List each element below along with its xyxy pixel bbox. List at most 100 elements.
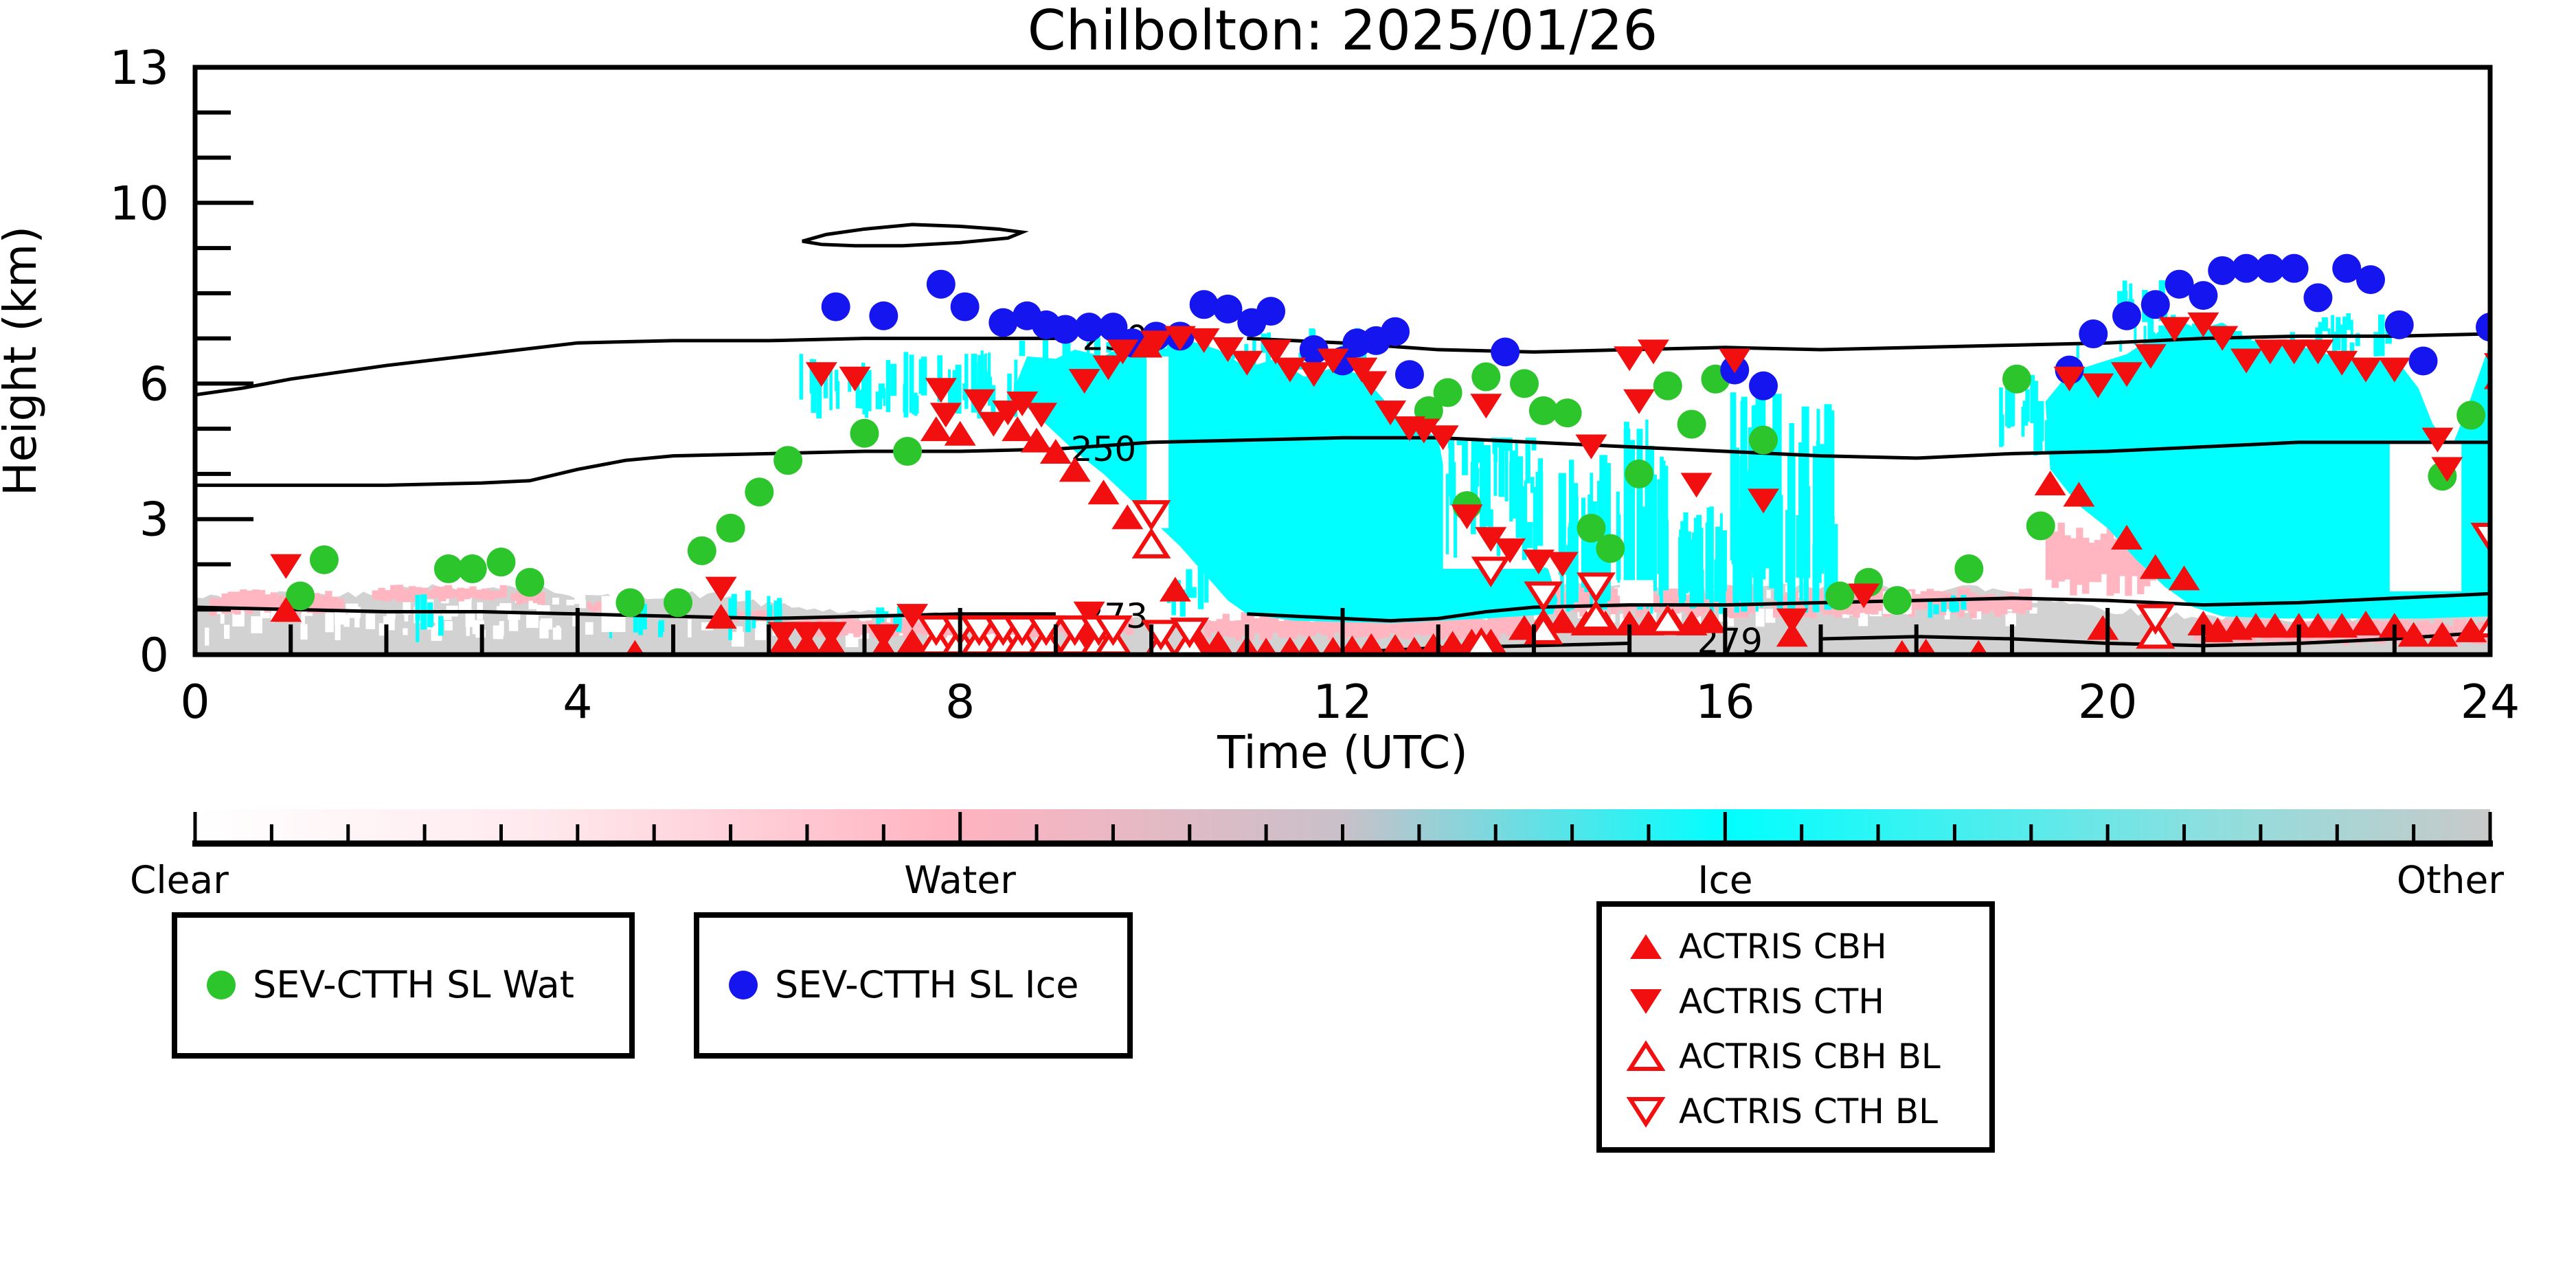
texture-ice-streak [1497,438,1501,448]
marker-circle [1213,294,1243,324]
texture-speckle [335,610,346,625]
marker-triangle-up [1255,637,1277,655]
region-clear-hole [1620,580,1653,605]
marker-triangle-up [944,420,976,446]
marker-circle [821,292,850,321]
marker-triangle-up [1382,634,1409,655]
marker-triangle-down [2082,373,2114,398]
texture-speckle [585,622,594,635]
series-actris-cth-bl [916,500,2490,651]
marker-circle [2140,290,2170,319]
marker-circle [286,581,315,611]
contour-line-230 [195,332,2490,397]
marker-triangle-up [2063,482,2095,507]
marker-triangle-down-open [1626,1097,1666,1128]
texture-speckle [688,619,692,637]
marker-circle [486,547,516,577]
texture-ice-streak [1515,466,1523,539]
marker-triangle-down [1164,326,1196,351]
texture-ice-streak [1510,466,1514,516]
marker-triangle-down [1212,337,1244,363]
marker-circle [1098,313,1128,342]
legend-label-actris-cth: ACTRIS CTH [1679,982,1884,1021]
texture-speckle [354,608,360,628]
texture-speckle [1008,629,1016,644]
x-tick-label: 4 [563,675,592,730]
marker-triangle-down-open [2470,523,2490,554]
marker-triangle-up [1021,427,1053,453]
marker-triangle-up [1340,635,1365,655]
marker-triangle-down [2302,339,2334,365]
colorbar-label-ice: Ice [1697,858,1752,902]
marker-circle [1074,313,1104,342]
marker-triangle-down-open [1576,572,1616,603]
legend-label-actris-cbh: ACTRIS CBH [1679,927,1887,967]
marker-triangle-up [270,597,302,622]
texture-ice-streak [1530,477,1535,493]
marker-circle [457,554,487,584]
marker-triangle-down [1107,339,1139,365]
marker-triangle-up [1203,631,1234,655]
texture-speckle [552,627,562,640]
marker-triangle-down [1546,552,1579,577]
texture-ice-streak [1533,487,1538,565]
marker-triangle-down [1427,425,1459,451]
marker-circle [2355,265,2385,295]
marker-triangle-up [1111,504,1144,530]
marker-circle [950,292,980,321]
marker-circle [1256,297,1286,326]
texture-speckle [1755,609,1765,627]
marker-triangle-down [1317,348,1349,374]
marker-triangle-down [2326,350,2358,376]
marker-triangle-up [1403,637,1426,655]
texture-ice-streak [1454,511,1458,558]
marker-circle [1050,315,1080,344]
marker-triangle-down [2254,339,2286,365]
marker-triangle-down [2187,312,2219,337]
texture-speckle [731,631,745,647]
texture-speckle [335,621,341,640]
marker-triangle-up [2397,622,2430,647]
texture-speckle [859,617,872,624]
marker-circle [1394,360,1424,389]
marker-circle [433,554,463,584]
marker-triangle-down [1475,527,1507,552]
texture-speckle [403,628,408,635]
marker-triangle-down [1092,355,1125,381]
marker-circle [745,477,774,507]
marker-triangle-up [1357,633,1386,655]
marker-triangle-up [1159,576,1191,602]
texture-speckle [1858,612,1868,626]
colorbar-label-clear: Clear [130,858,229,902]
texture-ice-streak [1445,473,1449,554]
marker-triangle-down [1522,550,1555,575]
marker-triangle-up [2302,613,2334,638]
marker-triangle-down [1748,488,1780,514]
legend-box-actris: ACTRIS CBH ACTRIS CTH ACTRIS CBH BL ACTRIS … [1596,901,1995,1153]
marker-triangle-up-open [1463,626,1499,655]
marker-circle [1882,586,1912,615]
marker-circle [2026,511,2055,541]
marker-circle [2002,364,2031,394]
texture-ice-streak [1525,438,1530,484]
marker-triangle-down [2206,326,2239,351]
marker-circle [893,437,923,466]
marker-circle [1677,409,1706,439]
legend-border [172,912,635,1059]
y-tick-label: 6 [139,357,169,411]
marker-triangle-down [805,362,837,387]
contour-closed-lens [802,223,1029,248]
texture-ice-streak [1493,438,1498,462]
marker-circle [2384,310,2414,339]
legend-label-sev-ctth-sl-ice: SEV-CTTH SL Ice [775,963,1079,1006]
region-ice-wisps [1928,595,1967,618]
marker-triangle-down [705,576,737,602]
marker-circle [1528,396,1558,425]
y-axis-label: Height (km) [0,226,47,496]
marker-triangle-down [2350,357,2382,383]
texture-speckle [566,599,575,606]
texture-ice-streak [1537,458,1544,512]
marker-circle [1749,425,1778,455]
marker-circle [2279,253,2309,283]
marker-circle [988,308,1018,337]
